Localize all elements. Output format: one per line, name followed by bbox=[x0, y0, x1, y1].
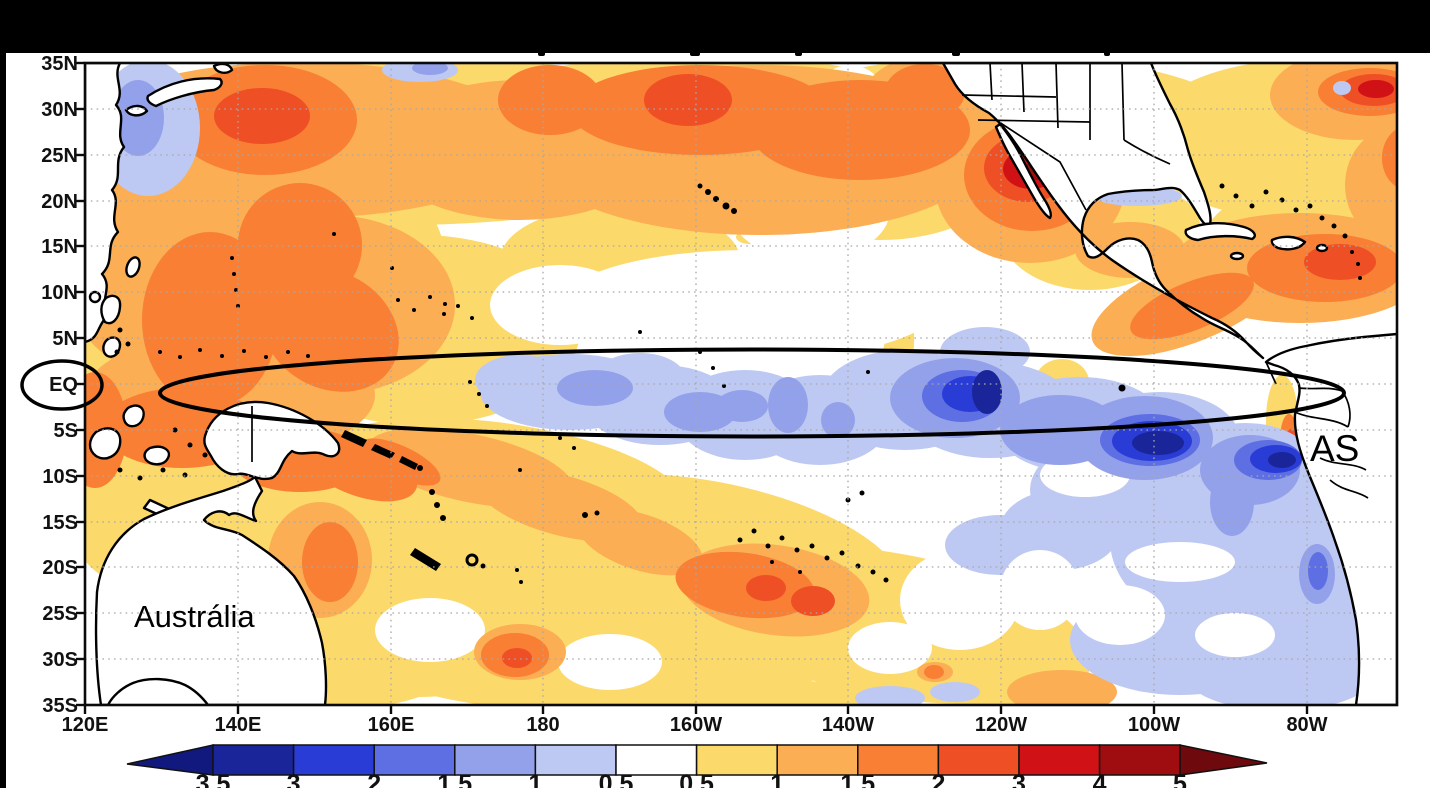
japan-south bbox=[124, 104, 149, 117]
colorbar-label: 2 bbox=[367, 770, 381, 788]
colorbar-label: 1 bbox=[528, 770, 542, 788]
lon-label: 100W bbox=[1128, 714, 1180, 736]
lon-label: 140W bbox=[822, 714, 874, 736]
colorbar-label: 3 bbox=[1012, 770, 1026, 788]
puerto-rico bbox=[1315, 243, 1329, 253]
landmasses bbox=[85, 63, 1397, 705]
lon-label: 120E bbox=[62, 714, 109, 736]
colorbar-segment bbox=[373, 744, 456, 776]
colorbar-label: 0.5 bbox=[599, 770, 634, 788]
colorbar-segment bbox=[292, 744, 375, 776]
colorbar-label: 2 bbox=[931, 770, 945, 788]
colorbar-segment bbox=[937, 744, 1020, 776]
lon-label: 80W bbox=[1286, 714, 1327, 736]
hainan bbox=[88, 290, 102, 304]
title-remnant-speck bbox=[952, 49, 960, 56]
hispaniola bbox=[1270, 235, 1307, 251]
neutral-anomaly-gaps bbox=[375, 65, 1030, 690]
lon-label: 180 bbox=[526, 714, 559, 736]
lon-label: 160W bbox=[670, 714, 722, 736]
colorbar-label: 1.5 bbox=[840, 770, 875, 788]
latitude-axis: 35N 30N 25N 20N 15N 10N 5N EQ 5S 10S 15S… bbox=[41, 53, 78, 717]
australia bbox=[94, 475, 328, 705]
colorbar-label: 1 bbox=[770, 770, 784, 788]
lat-label: 15N bbox=[41, 236, 78, 258]
lat-label: 25S bbox=[42, 603, 78, 625]
cropped-title-bar bbox=[0, 0, 1430, 53]
lat-label: 5N bbox=[52, 328, 78, 350]
lat-label: 30N bbox=[41, 99, 78, 121]
colorbar-label: 3 bbox=[287, 770, 301, 788]
colorbar: 3.5 3 2 1.5 1 0.5 0.5 1 1.5 2 3 4 5 bbox=[126, 744, 1268, 793]
luzon bbox=[100, 294, 122, 325]
sulawesi bbox=[88, 427, 122, 460]
title-remnant-speck bbox=[538, 49, 545, 56]
lat-label: 25N bbox=[41, 145, 78, 167]
colorbar-segment bbox=[1018, 744, 1101, 776]
colorbar-labels: 3.5 3 2 1.5 1 0.5 0.5 1 1.5 2 3 4 5 bbox=[196, 770, 1187, 793]
jamaica bbox=[1229, 251, 1245, 261]
south-america-label: AS bbox=[1310, 428, 1359, 469]
title-remnant-speck bbox=[690, 49, 700, 56]
us-state-borders bbox=[961, 63, 1171, 211]
seram bbox=[143, 445, 171, 466]
graticule bbox=[85, 63, 1397, 705]
colorbar-label: 4 bbox=[1093, 770, 1107, 788]
lat-label-equator: EQ bbox=[49, 374, 78, 396]
lat-label: 35N bbox=[41, 53, 78, 75]
axis-ticks bbox=[76, 61, 1309, 714]
lon-label: 140E bbox=[215, 714, 262, 736]
lat-label: 20S bbox=[42, 557, 78, 579]
lat-label: 10S bbox=[42, 466, 78, 488]
title-remnant-speck bbox=[1104, 49, 1110, 56]
lat-label: 15S bbox=[42, 512, 78, 534]
colorbar-label: 3.5 bbox=[196, 770, 231, 788]
equatorial-highlight-ellipse bbox=[158, 347, 1346, 439]
japan bbox=[146, 77, 223, 108]
colorbar-segment bbox=[1098, 744, 1181, 776]
island-specks bbox=[114, 183, 1362, 584]
colorbar-right-arrow bbox=[1179, 744, 1268, 776]
south-america bbox=[1264, 332, 1397, 705]
colorbar-segment bbox=[212, 744, 295, 776]
colorbar-segment bbox=[776, 744, 859, 776]
eq-label-circle bbox=[20, 359, 104, 411]
australia-label: Austrália bbox=[134, 599, 255, 634]
lat-label: 30S bbox=[42, 649, 78, 671]
lat-label: 5S bbox=[54, 420, 78, 442]
cool-anomaly-navy-cores bbox=[972, 370, 1296, 468]
halmahera bbox=[122, 404, 145, 428]
colorbar-segment bbox=[534, 744, 617, 776]
colorbar-label: 0.5 bbox=[679, 770, 714, 788]
left-black-strip bbox=[0, 0, 6, 788]
taiwan bbox=[125, 256, 141, 278]
colorbar-label: 5 bbox=[1173, 770, 1187, 788]
hokkaido bbox=[212, 63, 234, 74]
lat-label: 20N bbox=[41, 191, 78, 213]
lat-label: 35S bbox=[42, 695, 78, 717]
title-remnant-speck bbox=[795, 49, 802, 56]
cuba bbox=[1184, 222, 1256, 242]
lon-label: 120W bbox=[975, 714, 1027, 736]
baja-california bbox=[994, 122, 1052, 220]
lon-label: 160E bbox=[368, 714, 415, 736]
lat-label: 10N bbox=[41, 282, 78, 304]
sst-anomaly-field bbox=[85, 63, 1397, 705]
colorbar-label: 1.5 bbox=[437, 770, 472, 788]
longitude-axis: 120E 140E 160E 180 160W 140W 120W 100W 8… bbox=[62, 714, 1328, 736]
